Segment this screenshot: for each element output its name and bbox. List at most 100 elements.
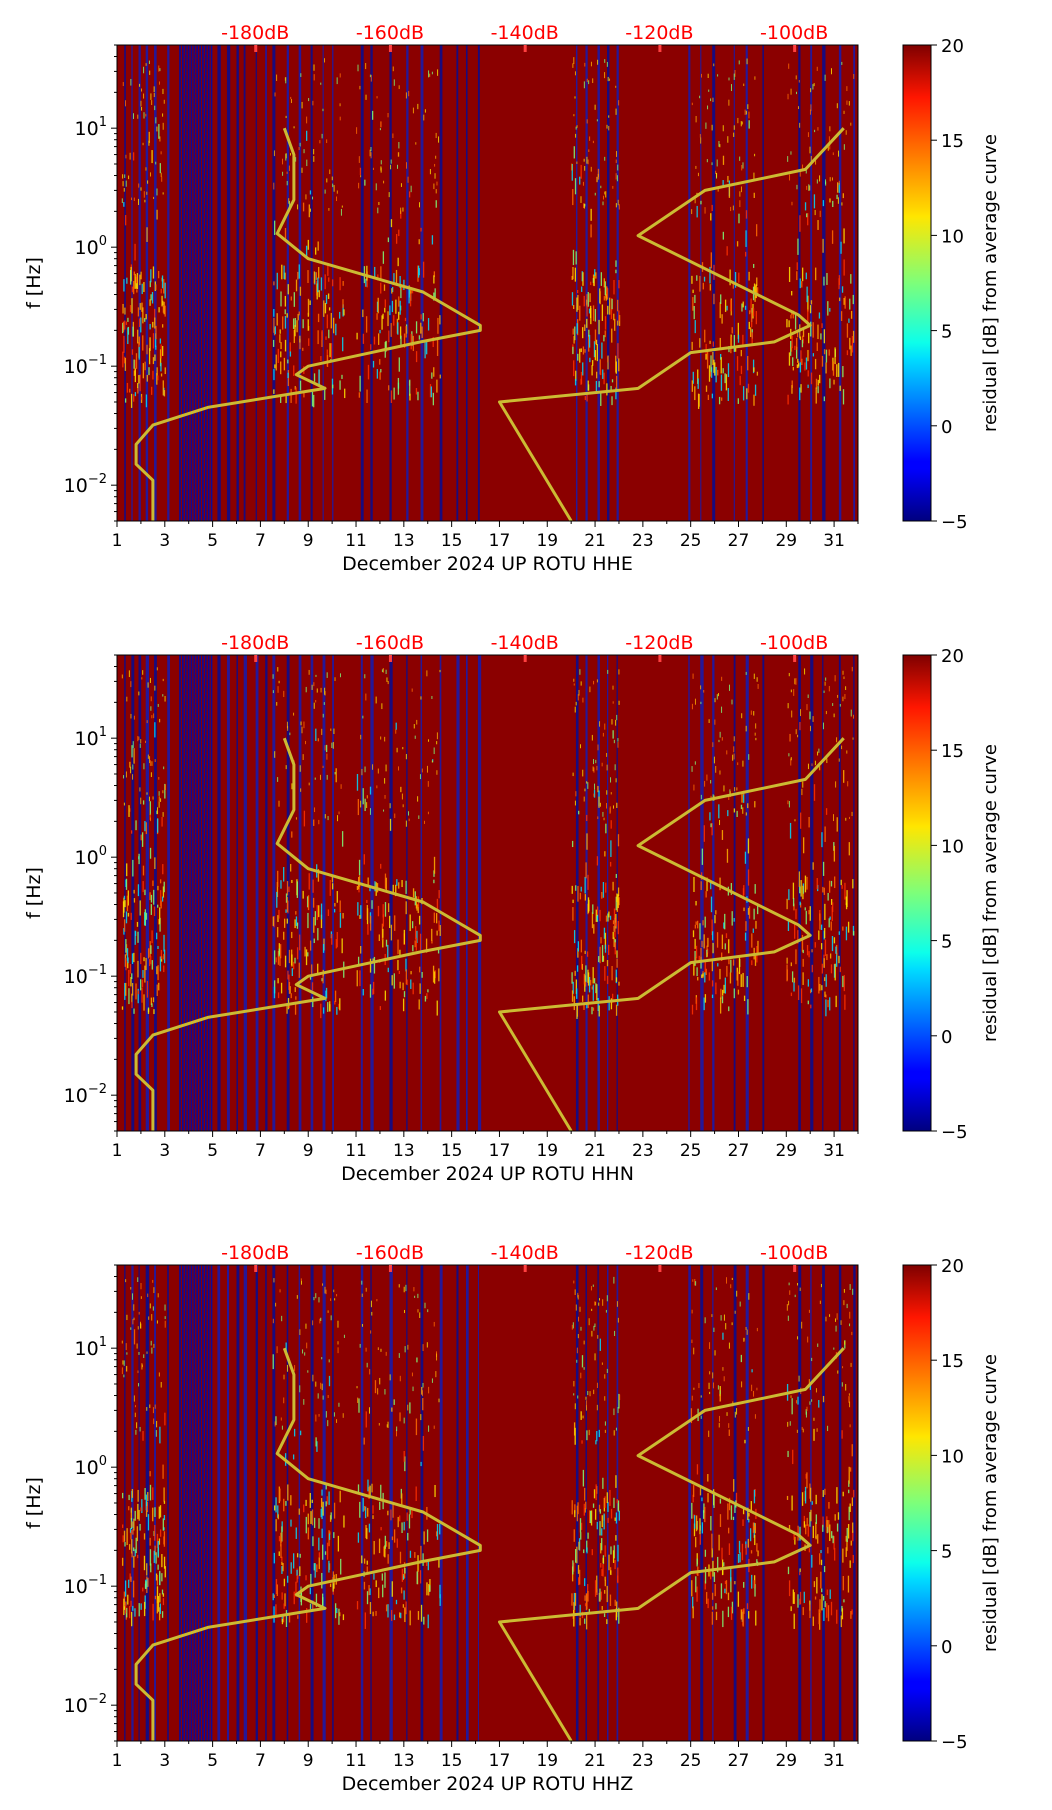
heatmap-speckle bbox=[573, 1562, 575, 1572]
heatmap-speckle bbox=[149, 847, 152, 859]
heatmap-speckle bbox=[414, 926, 417, 940]
heatmap-stripe bbox=[798, 1265, 802, 1741]
heatmap-speckle bbox=[618, 358, 620, 372]
heatmap-speckle bbox=[336, 190, 338, 194]
heatmap-speckle bbox=[788, 889, 790, 901]
heatmap-speckle bbox=[847, 781, 849, 787]
heatmap-speckle bbox=[695, 900, 697, 906]
heatmap-speckle bbox=[807, 1000, 809, 1005]
heatmap-speckle bbox=[719, 968, 721, 980]
heatmap-speckle bbox=[332, 183, 334, 188]
heatmap-speckle bbox=[615, 387, 617, 400]
heatmap-speckle bbox=[141, 107, 143, 111]
heatmap-speckle bbox=[746, 976, 748, 988]
heatmap-stripe bbox=[607, 655, 609, 1131]
heatmap-speckle bbox=[126, 1607, 128, 1618]
heatmap-speckle bbox=[602, 732, 604, 737]
heatmap-speckle bbox=[149, 70, 151, 75]
heatmap-speckle bbox=[806, 286, 808, 303]
heatmap-speckle bbox=[149, 337, 151, 351]
heatmap-speckle bbox=[276, 313, 278, 326]
heatmap-speckle bbox=[751, 1384, 753, 1392]
heatmap-speckle bbox=[787, 703, 789, 709]
heatmap-speckle bbox=[597, 744, 599, 751]
heatmap-speckle bbox=[369, 1369, 371, 1375]
heatmap-speckle bbox=[618, 315, 621, 326]
heatmap-speckle bbox=[412, 1386, 414, 1392]
heatmap-speckle bbox=[409, 290, 412, 307]
heatmap-speckle bbox=[379, 1006, 382, 1010]
heatmap-speckle bbox=[296, 947, 299, 960]
heatmap-stripe bbox=[265, 45, 267, 521]
heatmap-speckle bbox=[379, 359, 381, 365]
heatmap-speckle bbox=[315, 1593, 318, 1607]
heatmap-speckle bbox=[419, 983, 421, 994]
heatmap-speckle bbox=[302, 202, 305, 212]
heatmap-speckle bbox=[845, 1547, 847, 1557]
heatmap-stripe bbox=[360, 45, 364, 521]
heatmap-speckle bbox=[375, 1610, 377, 1616]
heatmap-speckle bbox=[336, 891, 338, 903]
heatmap-speckle bbox=[131, 1001, 133, 1009]
heatmap-speckle bbox=[340, 1558, 342, 1575]
heatmap-speckle bbox=[405, 969, 408, 985]
heatmap-speckle bbox=[409, 1610, 411, 1626]
heatmap-stripe bbox=[207, 655, 210, 1131]
heatmap-speckle bbox=[309, 190, 312, 195]
heatmap-speckle bbox=[852, 294, 854, 305]
heatmap-speckle bbox=[272, 1593, 274, 1601]
heatmap-speckle bbox=[164, 1316, 166, 1320]
heatmap-speckle bbox=[599, 1521, 601, 1536]
heatmap-speckle bbox=[393, 1529, 396, 1543]
heatmap-speckle bbox=[584, 1595, 586, 1601]
heatmap-speckle bbox=[581, 995, 584, 1002]
heatmap-speckle bbox=[615, 1004, 618, 1016]
heatmap-speckle bbox=[123, 802, 125, 806]
heatmap-speckle bbox=[836, 952, 838, 967]
heatmap-speckle bbox=[414, 1295, 416, 1298]
heatmap-speckle bbox=[299, 338, 301, 350]
heatmap-speckle bbox=[377, 1388, 379, 1395]
heatmap-speckle bbox=[823, 958, 825, 968]
heatmap-speckle bbox=[698, 955, 700, 960]
heatmap-speckle bbox=[405, 754, 407, 760]
heatmap-speckle bbox=[801, 1492, 804, 1506]
heatmap-speckle bbox=[578, 689, 580, 696]
heatmap-speckle bbox=[795, 1400, 797, 1404]
heatmap-speckle bbox=[138, 198, 140, 205]
heatmap-speckle bbox=[138, 347, 140, 360]
heatmap-speckle bbox=[607, 1501, 609, 1512]
heatmap-speckle bbox=[596, 679, 598, 683]
heatmap-speckle bbox=[312, 1536, 314, 1547]
heatmap-speckle bbox=[306, 896, 309, 908]
heatmap-speckle bbox=[129, 270, 132, 285]
heatmap-speckle bbox=[130, 766, 132, 774]
heatmap-speckle bbox=[294, 317, 296, 327]
heatmap-speckle bbox=[730, 336, 732, 354]
heatmap-speckle bbox=[339, 311, 341, 319]
heatmap-speckle bbox=[576, 1359, 578, 1363]
heatmap-speckle bbox=[433, 367, 435, 377]
heatmap-speckle bbox=[155, 1552, 157, 1564]
heatmap-speckle bbox=[577, 885, 579, 902]
x-tick-label: 21 bbox=[584, 1141, 606, 1161]
heatmap-speckle bbox=[718, 693, 720, 697]
db-label: -120dB bbox=[625, 1242, 693, 1264]
heatmap-speckle bbox=[409, 393, 411, 401]
heatmap-speckle bbox=[728, 959, 730, 965]
heatmap-stripe bbox=[286, 45, 289, 521]
heatmap-speckle bbox=[799, 122, 801, 128]
heatmap-speckle bbox=[794, 1536, 796, 1545]
heatmap-speckle bbox=[719, 1396, 721, 1402]
heatmap-speckle bbox=[436, 898, 439, 910]
heatmap-speckle bbox=[792, 310, 794, 319]
heatmap-speckle bbox=[606, 1368, 608, 1373]
heatmap-speckle bbox=[142, 142, 144, 146]
heatmap-speckle bbox=[615, 355, 617, 373]
heatmap-speckle bbox=[795, 729, 797, 735]
heatmap-stripe bbox=[477, 1265, 479, 1741]
heatmap-speckle bbox=[313, 938, 315, 944]
heatmap-speckle bbox=[125, 1343, 127, 1351]
heatmap-speckle bbox=[131, 953, 134, 964]
heatmap-speckle bbox=[367, 1507, 369, 1517]
